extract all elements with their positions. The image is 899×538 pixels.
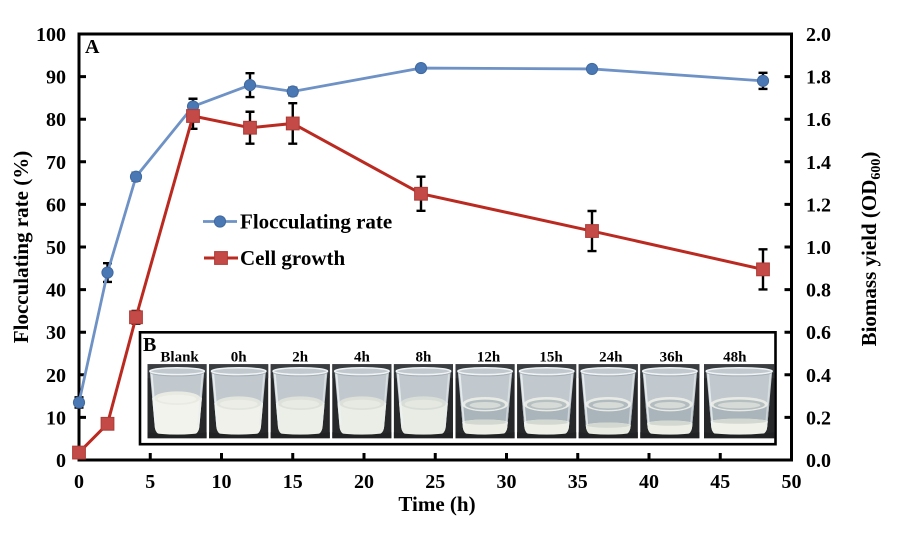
svg-text:100: 100 <box>36 24 66 46</box>
svg-text:Blank: Blank <box>160 350 199 366</box>
svg-text:60: 60 <box>46 194 66 216</box>
svg-text:8h: 8h <box>415 350 432 366</box>
svg-text:40: 40 <box>639 471 659 493</box>
svg-text:30: 30 <box>497 471 517 493</box>
svg-text:1.2: 1.2 <box>806 194 831 216</box>
svg-text:48h: 48h <box>723 350 747 366</box>
svg-text:36h: 36h <box>660 350 684 366</box>
svg-text:15h: 15h <box>539 350 563 366</box>
svg-text:20: 20 <box>46 365 66 387</box>
svg-text:0.2: 0.2 <box>806 407 831 429</box>
svg-text:12h: 12h <box>477 350 501 366</box>
svg-text:50: 50 <box>782 471 802 493</box>
svg-text:0: 0 <box>56 450 66 472</box>
svg-text:25: 25 <box>425 471 445 493</box>
svg-text:0.6: 0.6 <box>806 322 831 344</box>
svg-text:Flocculating rate (%): Flocculating rate (%) <box>9 151 33 343</box>
svg-text:10: 10 <box>212 471 232 493</box>
svg-text:90: 90 <box>46 67 66 89</box>
svg-text:1.4: 1.4 <box>806 152 831 174</box>
svg-text:0.0: 0.0 <box>806 450 831 472</box>
svg-text:15: 15 <box>283 471 303 493</box>
svg-text:Cell growth: Cell growth <box>240 246 346 270</box>
svg-text:1.8: 1.8 <box>806 67 831 89</box>
svg-text:Time (h): Time (h) <box>398 492 475 516</box>
svg-text:80: 80 <box>46 109 66 131</box>
svg-text:24h: 24h <box>599 350 623 366</box>
svg-text:20: 20 <box>354 471 374 493</box>
svg-text:2h: 2h <box>292 350 309 366</box>
svg-text:Flocculating rate: Flocculating rate <box>240 210 392 234</box>
svg-text:4h: 4h <box>354 350 371 366</box>
svg-text:5: 5 <box>145 471 155 493</box>
svg-text:B: B <box>143 334 156 356</box>
svg-text:1.0: 1.0 <box>806 237 831 259</box>
svg-text:70: 70 <box>46 152 66 174</box>
svg-text:A: A <box>85 36 100 58</box>
svg-text:10: 10 <box>46 407 66 429</box>
svg-text:40: 40 <box>46 280 66 302</box>
svg-text:1.6: 1.6 <box>806 109 831 131</box>
svg-text:2.0: 2.0 <box>806 24 831 46</box>
svg-text:0.8: 0.8 <box>806 280 831 302</box>
svg-text:Biomass yield (OD600): Biomass yield (OD600) <box>857 152 884 347</box>
svg-text:50: 50 <box>46 237 66 259</box>
svg-text:30: 30 <box>46 322 66 344</box>
svg-text:45: 45 <box>710 471 730 493</box>
svg-text:35: 35 <box>568 471 588 493</box>
svg-text:0.4: 0.4 <box>806 365 831 387</box>
svg-text:0: 0 <box>74 471 84 493</box>
svg-text:0h: 0h <box>231 350 248 366</box>
